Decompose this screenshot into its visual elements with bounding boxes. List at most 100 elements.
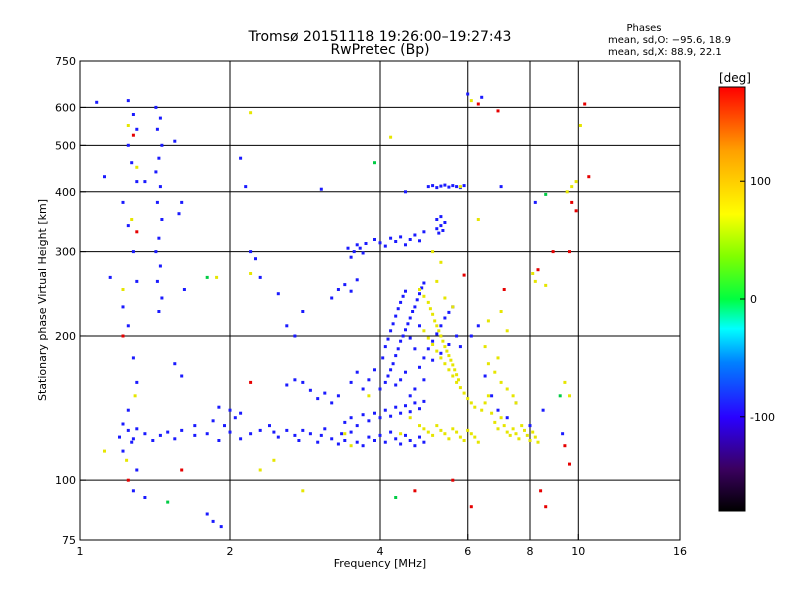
- data-point: [399, 432, 403, 436]
- data-point: [158, 185, 162, 189]
- data-point: [249, 432, 253, 436]
- data-point: [130, 161, 134, 165]
- data-point: [422, 329, 426, 333]
- data-point: [517, 437, 521, 441]
- data-point: [399, 339, 403, 343]
- data-point: [544, 505, 548, 509]
- data-point: [254, 257, 257, 261]
- data-point: [330, 401, 334, 405]
- data-point: [496, 356, 500, 360]
- data-point: [223, 424, 226, 428]
- data-point: [343, 283, 347, 287]
- data-point: [422, 440, 426, 444]
- data-point: [394, 383, 398, 387]
- data-point: [462, 391, 466, 395]
- data-point: [349, 289, 353, 293]
- data-point: [435, 279, 439, 283]
- x-axis-label: Frequency [MHz]: [334, 557, 426, 570]
- data-point: [211, 419, 215, 423]
- data-point: [364, 242, 368, 245]
- data-point: [180, 468, 184, 472]
- data-point: [118, 435, 121, 439]
- data-point: [469, 99, 473, 103]
- colorbar-tick-label: 100: [750, 175, 771, 188]
- data-point: [249, 272, 253, 275]
- data-point: [431, 343, 435, 346]
- data-point: [367, 419, 371, 423]
- data-point: [404, 190, 407, 194]
- data-point: [361, 413, 365, 417]
- phase-stats-heading: Phases: [626, 23, 661, 34]
- data-point: [435, 186, 439, 190]
- data-point: [544, 283, 548, 287]
- data-point: [297, 439, 301, 442]
- data-point: [574, 180, 578, 184]
- data-point: [367, 435, 371, 439]
- data-point: [413, 387, 417, 391]
- data-point: [493, 370, 497, 374]
- data-point: [558, 394, 562, 398]
- data-point: [160, 218, 164, 221]
- y-tick-label: 75: [62, 534, 76, 547]
- data-point: [563, 380, 567, 384]
- data-point: [95, 100, 99, 104]
- data-point: [355, 370, 359, 374]
- data-point: [121, 449, 125, 453]
- data-point: [408, 238, 412, 241]
- data-point: [418, 239, 421, 243]
- data-point: [435, 332, 439, 336]
- data-point: [389, 236, 393, 240]
- chart-title: Tromsø 20151118 19:26:00–19:27:43: [248, 29, 512, 45]
- data-point: [389, 368, 393, 372]
- data-point: [544, 192, 548, 196]
- data-point: [447, 368, 451, 372]
- data-point: [514, 432, 518, 436]
- data-point: [228, 430, 232, 434]
- data-point: [483, 345, 487, 349]
- data-point: [272, 458, 276, 462]
- data-point: [367, 378, 371, 382]
- data-point: [126, 428, 130, 432]
- data-point: [469, 401, 473, 405]
- data-point: [126, 124, 130, 127]
- data-point: [258, 428, 262, 432]
- data-point: [443, 432, 447, 436]
- data-point: [447, 310, 451, 314]
- x-tick-label: 1: [77, 545, 84, 558]
- data-point: [399, 235, 403, 239]
- data-point: [525, 433, 529, 437]
- data-point: [323, 391, 327, 395]
- data-point: [511, 427, 515, 431]
- data-point: [135, 127, 139, 131]
- data-point: [330, 437, 334, 441]
- data-point: [496, 427, 500, 431]
- data-point: [399, 300, 403, 304]
- data-point: [343, 432, 347, 436]
- data-point: [505, 416, 509, 420]
- data-point: [373, 238, 376, 241]
- data-point: [541, 408, 545, 412]
- data-point: [466, 397, 470, 401]
- data-point: [228, 408, 232, 412]
- data-point: [408, 410, 412, 414]
- data-point: [158, 433, 162, 437]
- data-point: [428, 307, 432, 311]
- data-point: [426, 430, 430, 434]
- data-point: [505, 387, 509, 391]
- data-point: [431, 312, 435, 316]
- y-tick-label: 300: [55, 246, 76, 259]
- data-point: [378, 241, 382, 245]
- data-point: [455, 430, 459, 434]
- data-point: [496, 109, 500, 113]
- data-point: [268, 424, 271, 428]
- data-point: [458, 345, 462, 349]
- data-point: [413, 489, 417, 493]
- data-point: [476, 218, 480, 221]
- data-point: [394, 437, 398, 441]
- data-point: [285, 324, 289, 328]
- data-point: [568, 250, 571, 254]
- data-point: [480, 408, 484, 412]
- data-point: [233, 416, 237, 420]
- colorbar-tick-label: -100: [750, 411, 775, 424]
